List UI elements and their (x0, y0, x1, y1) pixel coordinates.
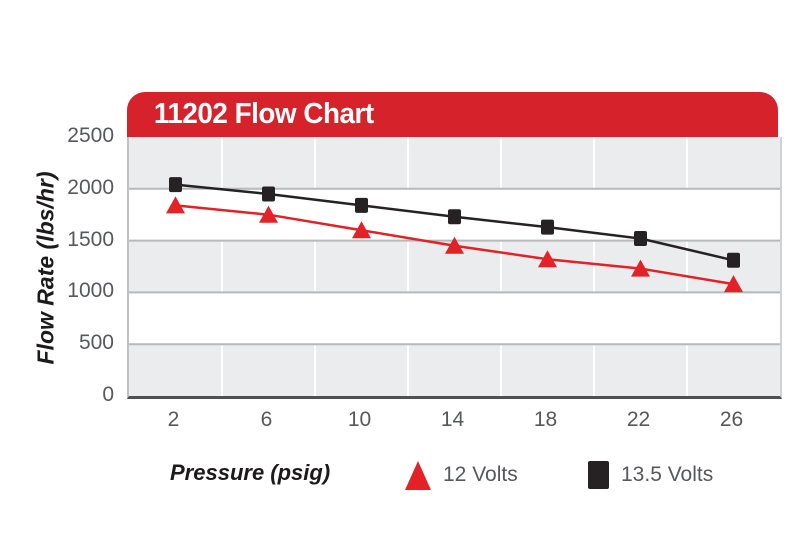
y-tick-label: 1500 (67, 227, 114, 251)
triangle-marker-icon (405, 460, 431, 490)
x-tick-label: 2 (167, 408, 180, 431)
x-axis-title: Pressure (psig) (170, 460, 331, 485)
y-tick-label: 0 (102, 383, 114, 406)
x-tick-label: 10 (347, 408, 372, 431)
band-2000-2500 (129, 137, 780, 189)
legend-item-13-5-volts: 13.5 Volts (588, 455, 713, 495)
x-tick-label: 6 (260, 408, 273, 431)
y-tick-label: 2000 (67, 175, 114, 199)
y-tick-label: 500 (78, 331, 114, 355)
band-0-500 (129, 344, 780, 396)
square-marker-icon (588, 461, 609, 489)
band-500-1000 (129, 292, 780, 345)
legend-item-12-volts: 12 Volts (405, 455, 518, 495)
x-tick-label: 26 (719, 408, 744, 431)
y-tick-label: 2500 (67, 124, 114, 147)
chart-title: 11202 Flow Chart (153, 98, 374, 130)
y-tick-labels: 2500 2000 1500 1000 500 0 (0, 0, 120, 554)
plot-area (127, 137, 782, 399)
legend-label: 13.5 Volts (621, 463, 714, 486)
plot-svg (129, 137, 780, 396)
x-tick-label: 22 (626, 408, 651, 431)
x-tick-label: 14 (440, 408, 465, 431)
legend-label: 12 Volts (443, 463, 518, 486)
chart-header: 11202 Flow Chart (127, 92, 778, 137)
y-tick-label: 1000 (67, 279, 114, 303)
x-tick-label: 18 (533, 408, 558, 431)
